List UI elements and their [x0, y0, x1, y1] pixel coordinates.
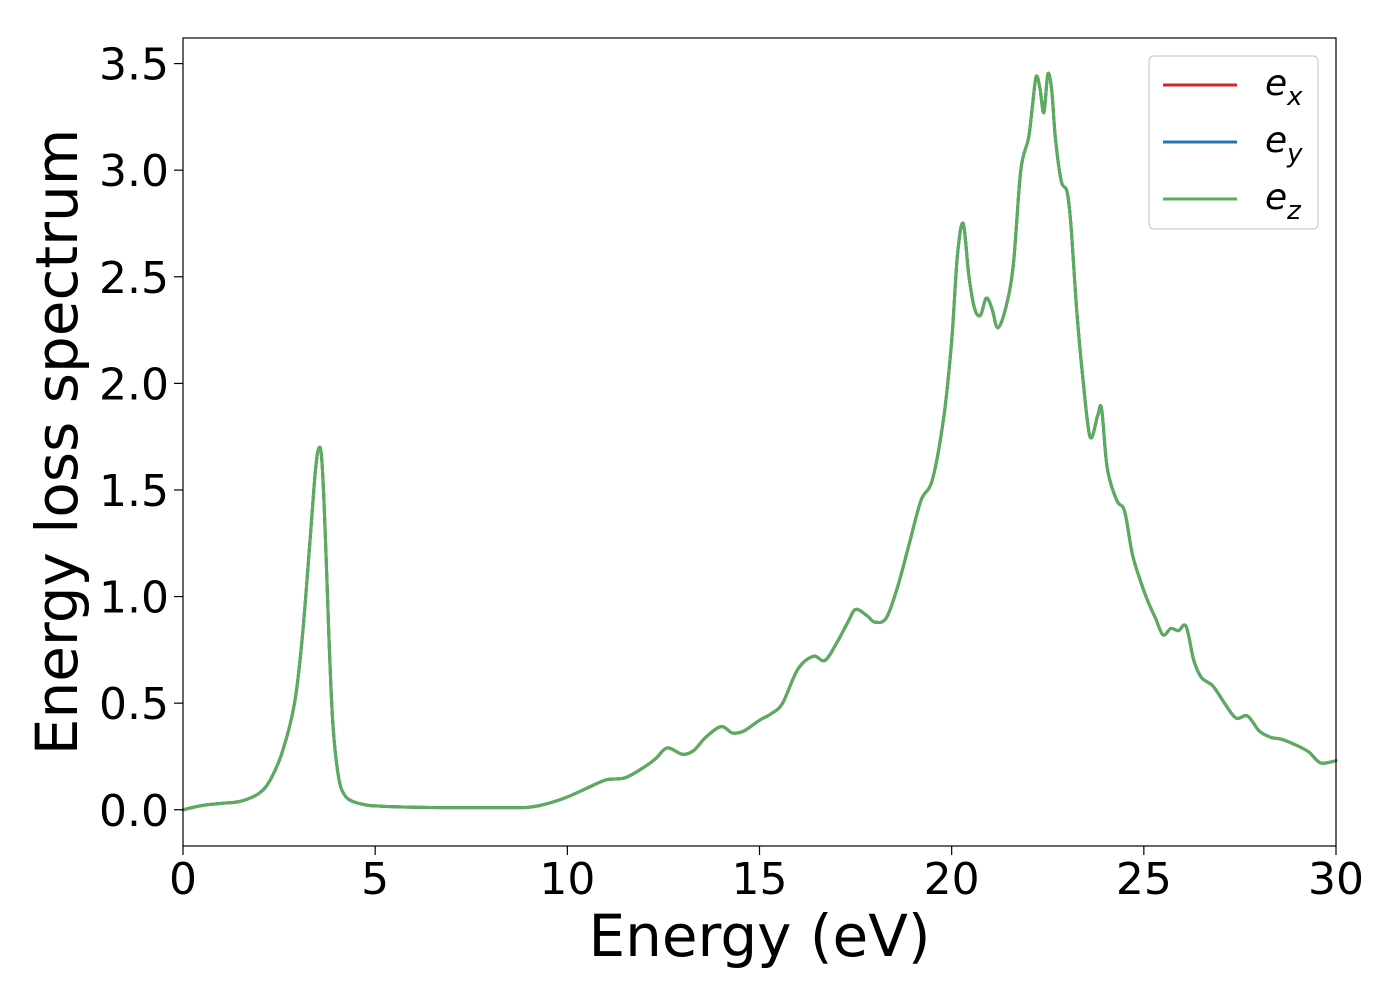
y-axis: 0.0 0.5 1.0 1.5 2.0 2.5 3.0 3.5	[99, 40, 183, 837]
x-tick-label: 15	[732, 854, 788, 905]
series-layer	[181, 71, 1338, 812]
x-tick-label: 5	[361, 854, 389, 905]
x-tick-label: 10	[539, 854, 595, 905]
y-tick-label: 0.0	[99, 786, 169, 837]
y-tick-label: 1.5	[99, 466, 169, 517]
y-tick-label: 2.5	[99, 253, 169, 304]
legend-label-ey: ey	[1265, 120, 1303, 169]
legend-label-ex: ex	[1265, 63, 1303, 112]
x-axis-title: Energy (eV)	[588, 902, 930, 970]
x-tick-label: 30	[1308, 854, 1364, 905]
legend-label-ez: ez	[1265, 177, 1302, 226]
y-tick-label: 1.0	[99, 573, 169, 624]
x-axis: 0 5 10 15 20 25 30	[169, 846, 1364, 905]
x-tick-label: 0	[169, 854, 197, 905]
y-tick-label: 3.5	[99, 40, 169, 91]
series-line-ez	[181, 71, 1338, 812]
x-tick-label: 20	[924, 854, 980, 905]
y-tick-label: 3.0	[99, 146, 169, 197]
y-tick-label: 2.0	[99, 359, 169, 410]
x-tick-label: 25	[1116, 854, 1172, 905]
legend: ex ey ez	[1148, 55, 1319, 230]
y-axis-title: Energy loss spectrum	[23, 129, 91, 755]
y-tick-label: 0.5	[99, 679, 169, 730]
